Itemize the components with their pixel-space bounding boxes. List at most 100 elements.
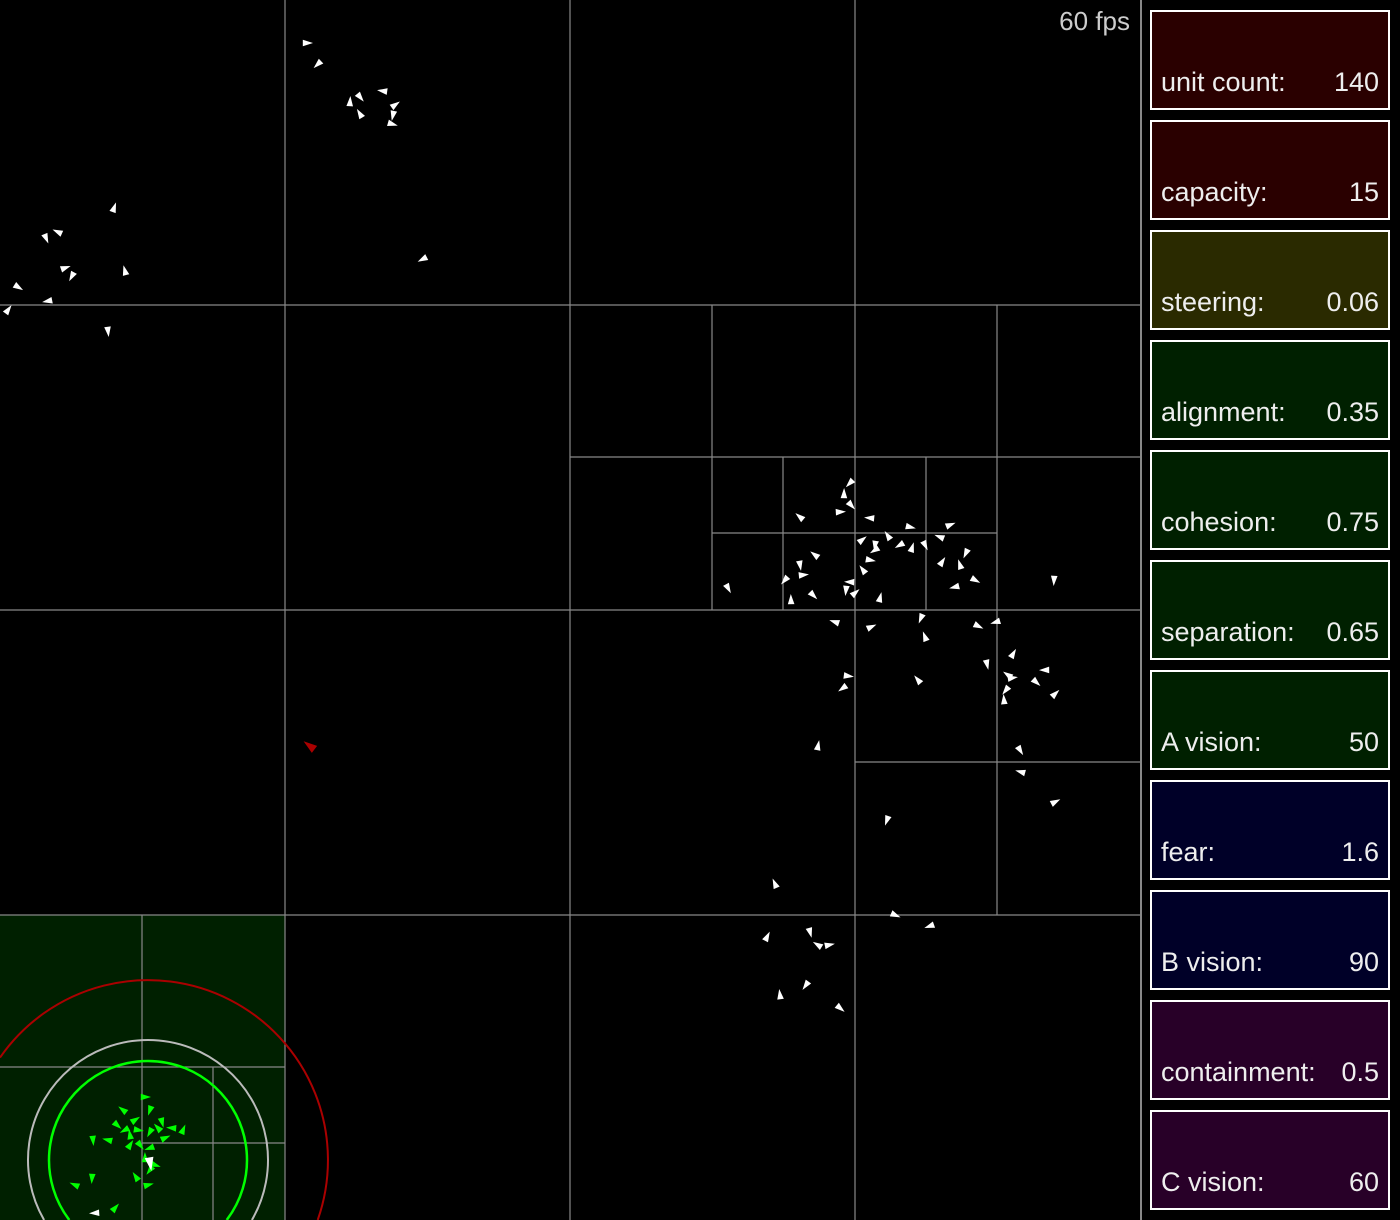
boid bbox=[42, 296, 53, 304]
boid bbox=[1001, 694, 1008, 705]
boid bbox=[41, 232, 49, 244]
boid bbox=[856, 536, 867, 546]
boid bbox=[787, 594, 795, 605]
boid bbox=[1030, 676, 1041, 687]
neighbor-boid bbox=[144, 1143, 156, 1151]
neighbor-boid bbox=[147, 1126, 155, 1138]
boid bbox=[313, 58, 324, 69]
control-fear[interactable]: fear: 1.6 bbox=[1150, 780, 1390, 880]
control-capacity[interactable]: capacity: 15 bbox=[1150, 120, 1390, 220]
boid bbox=[807, 589, 818, 600]
boid bbox=[824, 942, 835, 950]
boid bbox=[859, 565, 869, 576]
boids-layer bbox=[2, 39, 1061, 1217]
boid bbox=[1039, 666, 1050, 674]
neighbor-boid bbox=[118, 1106, 129, 1116]
control-value: 0.5 bbox=[1341, 1057, 1379, 1087]
control-steering[interactable]: steering: 0.06 bbox=[1150, 230, 1390, 330]
boid bbox=[69, 270, 77, 282]
neighbor-boid bbox=[157, 1117, 165, 1128]
boid bbox=[122, 265, 130, 276]
quadtree-grid bbox=[0, 0, 1140, 1220]
boid bbox=[772, 878, 780, 890]
control-value: 0.06 bbox=[1326, 287, 1379, 317]
neighbor-boid bbox=[159, 1135, 171, 1143]
control-a-vision[interactable]: A vision: 50 bbox=[1150, 670, 1390, 770]
neighbor-boid bbox=[149, 1160, 161, 1167]
boid bbox=[777, 989, 784, 1000]
boid bbox=[762, 931, 770, 943]
boid bbox=[1015, 769, 1026, 777]
boid bbox=[1049, 799, 1061, 807]
boid bbox=[834, 1002, 845, 1012]
boid bbox=[869, 544, 881, 554]
simulation-canvas[interactable] bbox=[0, 0, 1140, 1220]
control-value: 0.75 bbox=[1326, 507, 1379, 537]
boid bbox=[829, 620, 841, 627]
neighbor-radius-circle bbox=[47, 1059, 249, 1220]
boid bbox=[805, 927, 813, 938]
boid bbox=[12, 281, 24, 291]
boid bbox=[835, 508, 846, 516]
neighbor-boid bbox=[153, 1123, 164, 1134]
neighbor-boid bbox=[178, 1124, 186, 1136]
control-value: 0.35 bbox=[1326, 397, 1379, 427]
control-unit-count[interactable]: unit count: 140 bbox=[1150, 10, 1390, 110]
boid bbox=[972, 621, 984, 629]
neighbor-boid bbox=[127, 1129, 134, 1140]
control-label: cohesion: bbox=[1161, 507, 1277, 537]
boid bbox=[844, 578, 855, 586]
fps-counter: 60 fps bbox=[1059, 6, 1130, 36]
boid bbox=[849, 589, 860, 599]
boid bbox=[924, 921, 936, 929]
boid bbox=[1008, 648, 1017, 660]
boid bbox=[1050, 575, 1058, 586]
control-separation[interactable]: separation: 0.65 bbox=[1150, 560, 1390, 660]
boid bbox=[864, 515, 875, 522]
boid bbox=[843, 585, 850, 596]
boid bbox=[936, 556, 946, 568]
neighbor-boid bbox=[143, 1182, 154, 1190]
boid bbox=[1007, 675, 1018, 682]
control-value: 140 bbox=[1333, 67, 1379, 97]
boid bbox=[843, 672, 854, 679]
boid bbox=[2, 305, 12, 316]
control-label: containment: bbox=[1161, 1057, 1316, 1087]
boid bbox=[389, 101, 400, 111]
control-value: 0.65 bbox=[1326, 617, 1379, 647]
boid bbox=[109, 202, 117, 214]
boid bbox=[922, 631, 930, 643]
boid bbox=[907, 542, 914, 553]
boid bbox=[354, 91, 364, 102]
predator bbox=[303, 741, 318, 753]
boid bbox=[990, 617, 1001, 624]
control-b-vision[interactable]: B vision: 90 bbox=[1150, 890, 1390, 990]
boid bbox=[812, 941, 824, 951]
boid bbox=[1014, 744, 1024, 756]
control-alignment[interactable]: alignment: 0.35 bbox=[1150, 340, 1390, 440]
boid bbox=[884, 531, 894, 542]
boid bbox=[894, 540, 906, 548]
boid bbox=[798, 572, 809, 579]
neighbor-boid bbox=[88, 1173, 96, 1184]
boid bbox=[802, 979, 812, 990]
boid bbox=[104, 326, 111, 337]
boid bbox=[875, 592, 883, 603]
control-cohesion[interactable]: cohesion: 0.75 bbox=[1150, 450, 1390, 550]
boid bbox=[920, 539, 928, 551]
boid bbox=[885, 814, 892, 826]
control-label: steering: bbox=[1161, 287, 1265, 317]
neighbor-boid bbox=[148, 1104, 155, 1116]
fear-radius-circle bbox=[0, 979, 329, 1220]
boid bbox=[905, 522, 916, 530]
neighbor-boid bbox=[129, 1116, 141, 1126]
boid bbox=[52, 229, 64, 237]
boid bbox=[845, 477, 856, 488]
boid bbox=[417, 254, 429, 262]
control-label: separation: bbox=[1161, 617, 1295, 647]
control-containment[interactable]: containment: 0.5 bbox=[1150, 1000, 1390, 1100]
boid bbox=[838, 682, 849, 692]
control-c-vision[interactable]: C vision: 60 bbox=[1150, 1110, 1390, 1210]
control-label: unit count: bbox=[1161, 67, 1286, 97]
boid bbox=[845, 499, 856, 510]
